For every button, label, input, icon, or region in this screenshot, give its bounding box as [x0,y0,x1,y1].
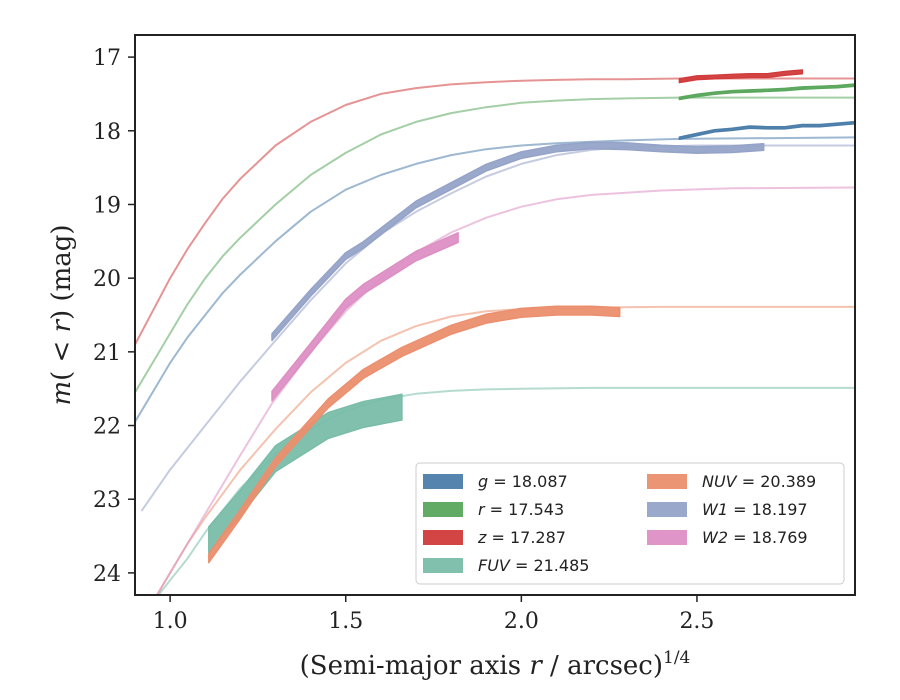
model-curve-r [135,96,855,394]
y-tick-label: 21 [93,341,121,366]
legend-swatch-W1 [647,502,687,517]
measured-band-NUV [208,305,621,564]
x-tick-label: 1.0 [153,609,188,634]
plot-frame [134,34,856,596]
legend-label-W2: W2 = 18.769 [702,528,808,547]
x-tick-label: 1.5 [328,609,363,634]
legend-swatch-FUV [423,558,463,573]
model-curve-W1 [141,144,855,512]
legend-label-z: z = 17.287 [477,528,566,547]
legend-swatch-W2 [647,530,687,545]
y-axis-label: m( < r) (mag) [47,224,77,405]
y-tick-label: 20 [93,267,121,292]
series-layer [135,69,855,595]
legend-label-g: g = 18.087 [478,472,568,491]
legend-swatch-NUV [647,474,687,489]
legend-label-W1: W1 = 18.197 [702,500,808,519]
y-tick-label: 24 [93,562,121,587]
y-tick-label: 23 [93,488,121,513]
y-tick-label: 17 [93,46,121,71]
y-tick-label: 19 [93,193,121,218]
x-tick-label: 2.0 [504,609,539,634]
y-tick-label: 18 [93,120,121,145]
legend-label-r: r = 17.543 [478,500,564,519]
legend-swatch-z [423,530,463,545]
legend: g = 18.087 r = 17.543 z = 17.287 FUV = 21.4… [415,462,845,585]
legend-label-FUV: FUV = 21.485 [478,556,589,575]
measured-band-W2 [271,232,459,402]
measured-band-W1 [271,141,765,342]
y-tick-label: 22 [93,415,121,440]
x-axis-label: (Semi-major axis r / arcsec)1/4 [300,648,691,681]
legend-swatch-r [423,502,463,517]
measured-band-r [678,83,855,101]
legend-box [415,462,845,585]
measured-band-z [678,69,804,84]
legend-swatch-g [423,474,463,489]
x-tick-label: 2.5 [679,609,714,634]
legend-label-NUV: NUV = 20.389 [702,472,816,491]
ticks-layer: 1.0 1.5 2.0 2.5 17 18 19 20 21 22 23 24 [93,46,714,634]
measured-band-g [678,120,855,141]
model-curve-z [135,77,855,346]
